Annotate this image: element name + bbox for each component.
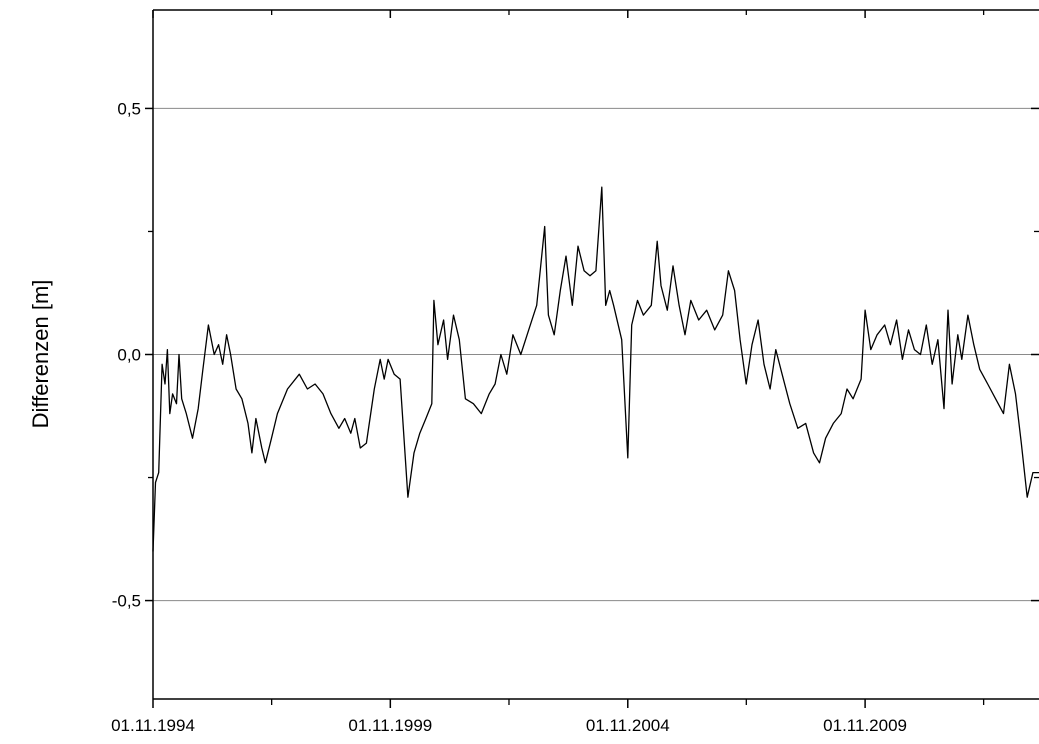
x-tick-label: 01.11.2009 <box>823 716 907 735</box>
y-tick-label: 0,5 <box>117 99 141 118</box>
series-line <box>152 186 1039 552</box>
y-tick-label: -0,5 <box>112 592 141 611</box>
x-tick-label: 01.11.1999 <box>348 716 432 735</box>
tick-labels: -0,5 0,0 0,5 01.11.1994 01.11.1999 01.11.2004… <box>111 99 907 735</box>
axis-ticks <box>145 10 1039 708</box>
y-tick-label: 0,0 <box>117 346 141 365</box>
x-tick-label: 01.11.1994 <box>111 716 195 735</box>
grid-lines <box>153 107 1039 602</box>
x-tick-label: 01.11.2004 <box>586 716 670 735</box>
y-axis-label: Differenzen [m] <box>28 280 53 429</box>
